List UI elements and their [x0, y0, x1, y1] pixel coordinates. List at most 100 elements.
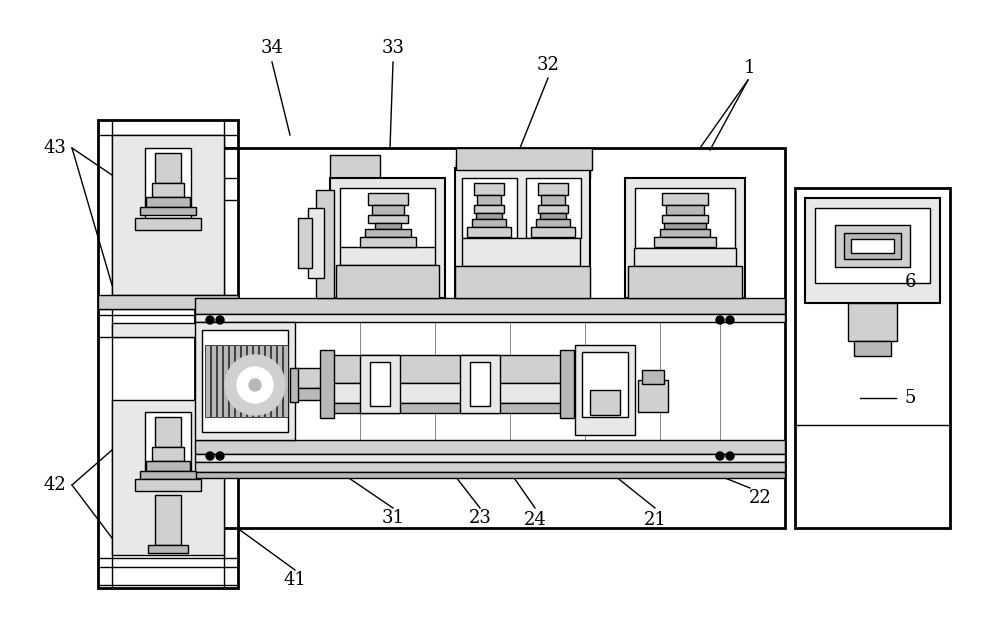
Bar — [460, 355, 500, 413]
Bar — [135, 479, 201, 491]
Bar — [474, 205, 504, 213]
Bar — [195, 462, 785, 472]
Bar — [211, 345, 216, 417]
Bar — [308, 208, 324, 278]
Text: 41: 41 — [284, 571, 306, 589]
Bar — [283, 345, 288, 417]
Bar — [152, 447, 184, 461]
Text: 42: 42 — [44, 476, 66, 494]
Bar — [662, 215, 708, 223]
Bar — [320, 350, 334, 418]
Bar — [195, 440, 785, 454]
Text: 31: 31 — [382, 509, 404, 527]
Bar — [325, 355, 565, 383]
Bar — [325, 383, 565, 403]
Text: 22: 22 — [749, 489, 771, 507]
Bar — [253, 345, 258, 417]
Bar — [360, 355, 400, 413]
Text: 43: 43 — [44, 139, 66, 157]
Bar — [271, 345, 276, 417]
Bar — [146, 197, 190, 207]
Bar — [195, 454, 785, 462]
Bar — [295, 368, 325, 388]
Bar — [835, 225, 910, 267]
Bar — [368, 215, 408, 223]
Bar — [628, 266, 742, 298]
Bar — [456, 148, 592, 170]
Bar — [456, 160, 501, 178]
Bar — [538, 183, 568, 195]
Bar — [98, 120, 238, 588]
Bar — [854, 341, 891, 356]
Bar — [155, 495, 181, 545]
Bar — [477, 195, 501, 205]
Bar — [666, 205, 704, 215]
Bar — [140, 471, 196, 479]
Bar — [531, 227, 575, 237]
Bar — [223, 345, 228, 417]
Bar — [375, 223, 401, 229]
Bar — [472, 219, 506, 227]
Bar — [541, 195, 565, 205]
Bar — [330, 178, 445, 298]
Bar — [851, 239, 894, 253]
Bar — [575, 345, 635, 435]
Circle shape — [206, 452, 214, 460]
Circle shape — [726, 452, 734, 460]
Bar — [325, 403, 565, 413]
Bar — [462, 238, 580, 266]
Bar — [217, 345, 222, 417]
Bar — [146, 461, 190, 471]
Bar — [202, 330, 288, 432]
Bar — [538, 205, 568, 213]
Text: 34: 34 — [261, 39, 283, 57]
Bar — [638, 380, 668, 412]
Bar — [155, 153, 181, 183]
Bar — [265, 345, 270, 417]
Bar — [340, 188, 435, 248]
Bar — [654, 237, 716, 247]
Bar — [247, 345, 252, 417]
Bar — [152, 183, 184, 197]
Bar — [476, 213, 502, 219]
Bar — [470, 362, 490, 406]
Bar — [795, 188, 950, 528]
Bar — [467, 227, 511, 237]
Circle shape — [225, 355, 285, 415]
Bar — [298, 218, 312, 268]
Circle shape — [726, 316, 734, 324]
Text: 32: 32 — [537, 56, 559, 74]
Bar — [372, 205, 404, 215]
Bar — [205, 345, 210, 417]
Bar — [815, 208, 930, 283]
Bar — [635, 188, 735, 248]
Bar — [195, 314, 785, 322]
Bar — [241, 345, 246, 417]
Bar — [368, 193, 408, 205]
Bar — [634, 248, 736, 266]
Text: 6: 6 — [904, 273, 916, 291]
Bar — [582, 352, 628, 417]
Text: 24: 24 — [524, 511, 546, 529]
Bar — [112, 135, 224, 295]
Circle shape — [716, 316, 724, 324]
Bar — [662, 193, 708, 205]
Bar — [462, 178, 517, 238]
Bar — [365, 229, 411, 237]
Bar — [140, 207, 196, 215]
Bar — [98, 295, 238, 309]
Bar — [526, 178, 581, 238]
Bar — [295, 388, 325, 400]
Bar — [455, 168, 590, 298]
Bar — [560, 350, 574, 418]
Bar — [259, 345, 264, 417]
Bar — [155, 417, 181, 447]
Bar — [195, 148, 785, 528]
Bar — [229, 345, 234, 417]
Bar — [340, 247, 435, 265]
Bar — [360, 237, 416, 247]
Bar — [195, 322, 295, 440]
Bar — [590, 390, 620, 415]
Bar — [540, 155, 590, 178]
Bar — [195, 298, 785, 314]
